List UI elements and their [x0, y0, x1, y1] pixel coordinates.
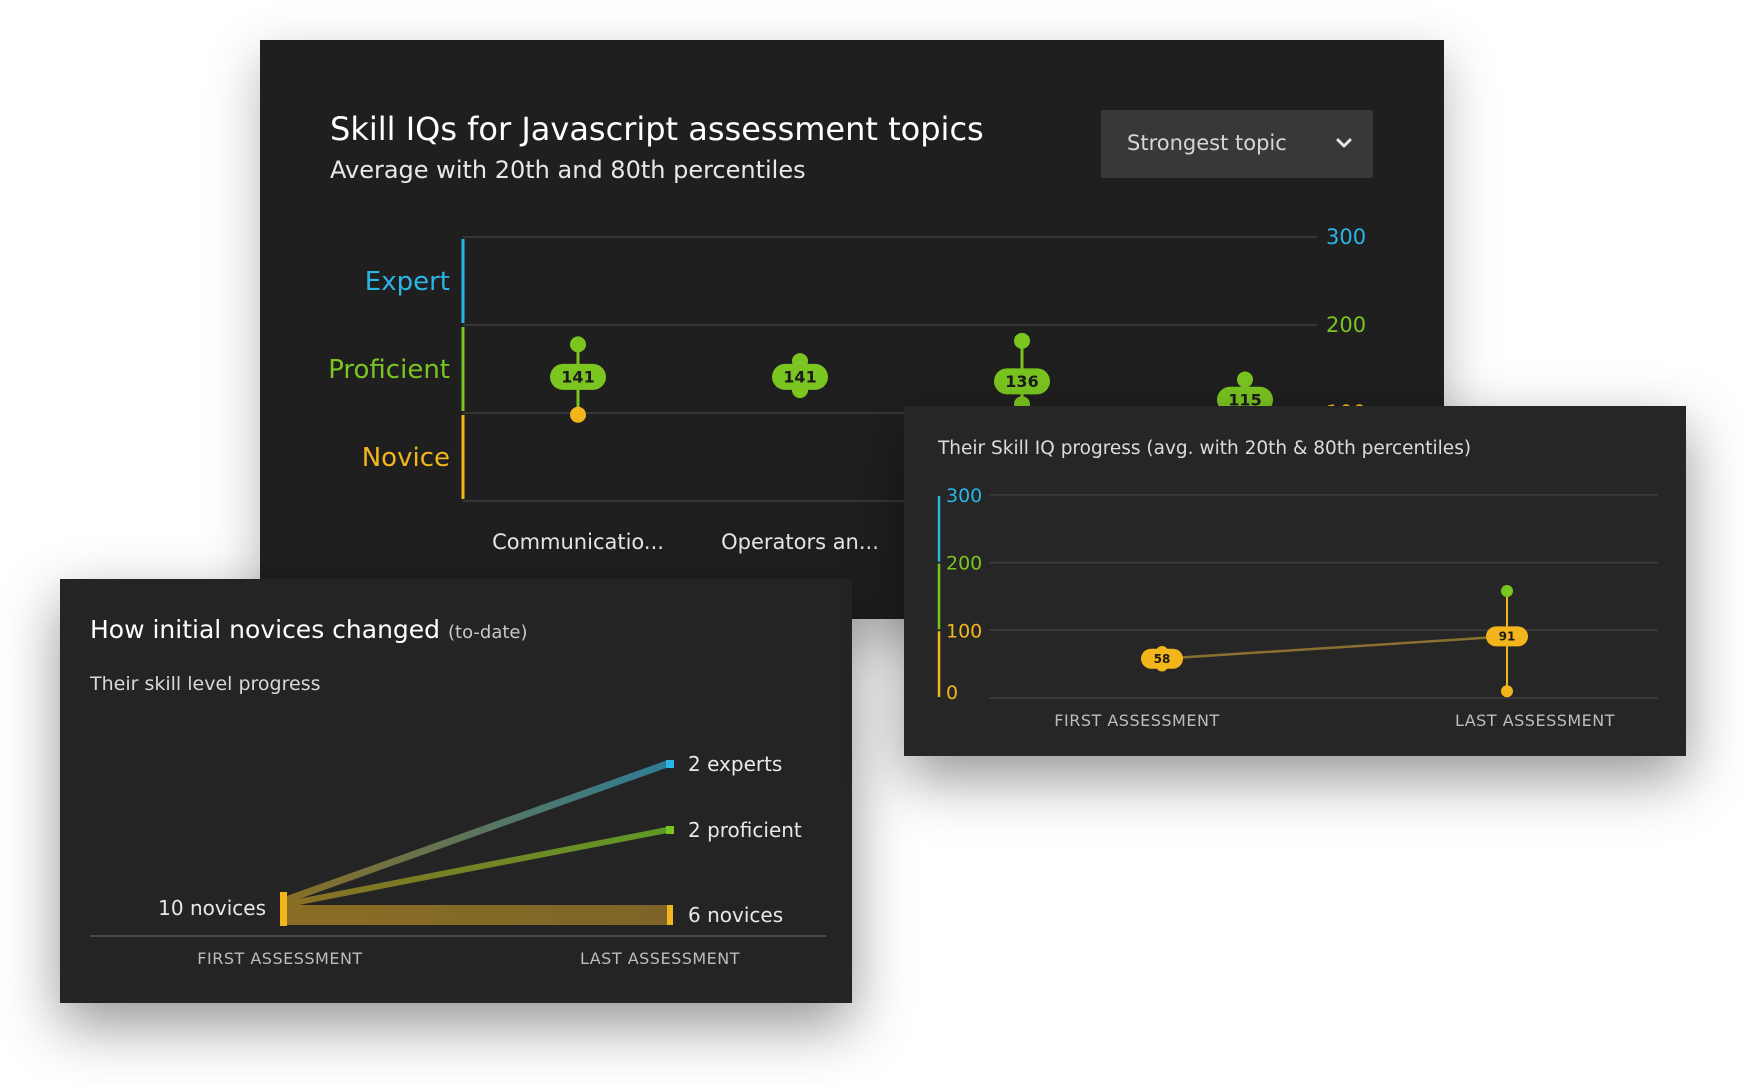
topic-avg-label: 141 — [561, 368, 594, 387]
flow-end-label: 6 novices — [688, 903, 783, 927]
flow-line-proficient — [282, 827, 668, 908]
chevron-down-icon — [1336, 138, 1352, 148]
y-tick-label: 200 — [1326, 313, 1366, 337]
topic-p80-dot — [1237, 371, 1253, 388]
x-category-label: LAST ASSESSMENT — [580, 949, 740, 968]
flow-end-marker — [666, 826, 674, 834]
topic-p80-dot — [570, 336, 586, 353]
novices-flow-chart: 2 experts 2 proficient 6 novices 10 novices… — [90, 752, 826, 968]
y-tick-label: 300 — [1326, 225, 1366, 249]
flow-end-marker — [667, 905, 673, 925]
x-category-label: LAST ASSESSMENT — [1455, 711, 1615, 730]
flow-end-label: 2 experts — [688, 752, 782, 776]
flow-end-label: 2 proficient — [688, 818, 802, 842]
skill-iq-topics-panel: Skill IQs for Javascript assessment topi… — [260, 40, 1444, 619]
skill-iq-progress-panel: Their Skill IQ progress (avg. with 20th … — [904, 406, 1686, 756]
avg-trend-line — [1161, 635, 1508, 660]
x-category-label: FIRST ASSESSMENT — [197, 949, 362, 968]
flow-start-marker — [280, 892, 287, 926]
x-category-label: FIRST ASSESSMENT — [1054, 711, 1219, 730]
progress-avg-pill — [1486, 626, 1528, 647]
novices-title-text: How initial novices changed — [90, 615, 441, 644]
progress-p20-dot — [1501, 685, 1513, 698]
novices-title-note: (to-date) — [448, 622, 528, 643]
novices-title: How initial novices changed (to-date) — [90, 615, 528, 644]
progress-avg-pill — [1141, 648, 1183, 669]
level-label-expert: Expert — [365, 267, 450, 297]
topic-avg-label: 141 — [783, 368, 816, 387]
page-subtitle: Average with 20th and 80th percentiles — [330, 156, 806, 184]
flow-line-expert — [281, 760, 669, 905]
level-label-novice: Novice — [362, 443, 450, 473]
page-title: Skill IQs for Javascript assessment topi… — [330, 110, 984, 148]
topic-avg-label: 115 — [1228, 391, 1261, 410]
y-tick-label: 200 — [946, 553, 982, 575]
flow-start-label: 10 novices — [158, 896, 266, 920]
topic-p80-dot — [1014, 332, 1030, 349]
topic-avg-pill — [550, 363, 606, 390]
topic-avg-label: 136 — [1005, 372, 1038, 391]
category-label: Communicatio... — [492, 530, 664, 554]
progress-avg-label: 91 — [1499, 630, 1516, 644]
topic-avg-pill — [994, 368, 1050, 395]
y-tick-label: 100 — [946, 620, 982, 642]
y-tick-label: 0 — [946, 682, 958, 704]
progress-p80-dot — [1501, 585, 1513, 598]
topic-avg-pill — [772, 363, 828, 390]
topic-sort-dropdown[interactable]: Strongest topic — [1101, 110, 1373, 178]
flow-end-marker — [666, 760, 674, 768]
novices-subtitle: Their skill level progress — [90, 673, 321, 695]
flow-band-novices — [283, 905, 667, 925]
skill-iq-progress-chart: 300 200 100 0 58 91 FIRST ASSESSMENT LAST ASSES… — [937, 485, 1658, 730]
novices-change-panel: How initial novices changed (to-date) Th… — [60, 579, 852, 1003]
progress-avg-label: 58 — [1154, 652, 1171, 666]
topic-p20-dot — [570, 406, 586, 423]
category-label: Operators an... — [721, 530, 879, 554]
y-tick-label: 300 — [946, 485, 982, 507]
progress-title: Their Skill IQ progress (avg. with 20th … — [938, 438, 1472, 459]
topic-sort-dropdown-value: Strongest topic — [1127, 131, 1287, 155]
level-label-proficient: Proficient — [328, 355, 450, 385]
